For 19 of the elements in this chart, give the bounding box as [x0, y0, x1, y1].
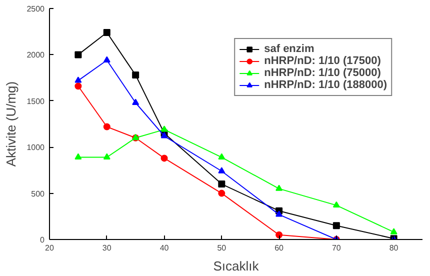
x-tick-label: 80	[389, 244, 399, 252]
x-tick-label: 70	[332, 244, 342, 252]
legend-label: saf enzim	[264, 43, 314, 55]
y-tick-label: 1500	[26, 96, 46, 106]
x-tick-label: 50	[217, 244, 227, 252]
legend-label: nHRP/nD: 1/10 (188000)	[264, 79, 387, 91]
x-tick-label: 30	[102, 244, 112, 252]
legend-label: nHRP/nD: 1/10 (17500)	[264, 55, 381, 67]
y-tick-label: 1000	[26, 143, 46, 152]
x-tick-label: 60	[274, 244, 284, 252]
x-tick-label: 40	[160, 244, 170, 252]
x-axis-title: Sıcaklık	[213, 258, 260, 274]
y-tick-label: 2000	[26, 50, 46, 60]
y-tick-label: 500	[31, 189, 46, 198]
legend-label: nHRP/nD: 1/10 (75000)	[264, 67, 381, 79]
y-axis-title: Aktivite (U/mg)	[4, 81, 19, 167]
y-tick-label: 0	[40, 236, 46, 244]
y-tick-label: 2500	[26, 4, 46, 14]
x-tick-label: 20	[45, 244, 54, 252]
